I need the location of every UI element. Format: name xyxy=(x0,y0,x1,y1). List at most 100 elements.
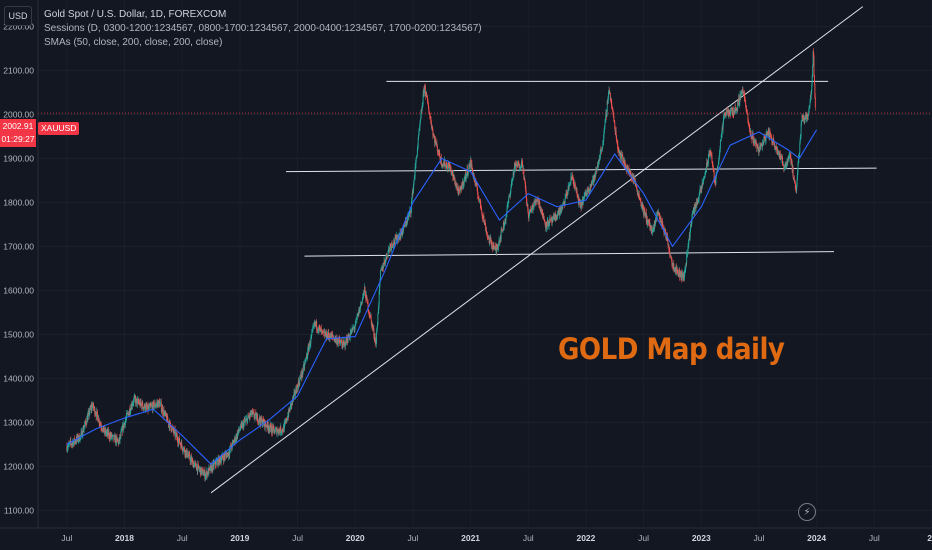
candle-body xyxy=(746,109,747,113)
candle-body xyxy=(127,412,129,414)
candle-body xyxy=(794,180,796,184)
candle-body xyxy=(769,131,771,138)
candle-body xyxy=(439,150,440,157)
candle-body xyxy=(435,139,436,144)
candle-body xyxy=(376,332,377,344)
candle-body xyxy=(526,194,527,202)
candle-body xyxy=(468,165,470,171)
candle-body xyxy=(705,171,707,173)
candle-body xyxy=(198,464,200,468)
candle-body xyxy=(199,468,200,470)
candle-body xyxy=(385,257,387,262)
y-tick-label: 1500.00 xyxy=(3,329,34,339)
chart-annotation-text[interactable]: GOLD Map daily xyxy=(558,332,785,366)
candle-body xyxy=(178,440,180,444)
candle-body xyxy=(267,425,269,430)
x-tick-label: Jul xyxy=(754,533,765,543)
candle-body xyxy=(703,178,704,182)
candle-body xyxy=(699,192,700,197)
candle-body xyxy=(187,455,189,458)
candle-body xyxy=(119,435,121,440)
candle-body xyxy=(540,207,542,211)
candle-body xyxy=(624,164,626,166)
candle-body xyxy=(177,439,179,443)
candle-body xyxy=(711,154,712,156)
currency-button[interactable]: USD xyxy=(4,6,32,26)
candle-body xyxy=(122,424,124,432)
candle-body xyxy=(467,170,469,174)
candle-body xyxy=(258,420,259,423)
candle-body xyxy=(751,134,753,140)
candle-body xyxy=(480,203,482,209)
candle-body xyxy=(193,464,195,467)
candle-body xyxy=(363,291,365,295)
candle-body xyxy=(508,196,510,203)
candle-body xyxy=(345,345,346,347)
candle-body xyxy=(687,252,688,254)
candle-body xyxy=(334,339,336,341)
candle-body xyxy=(810,91,812,96)
candle-body xyxy=(396,234,398,242)
candle-body xyxy=(483,216,485,221)
candle-body xyxy=(259,417,261,421)
candle-body xyxy=(277,429,279,433)
bar-countdown: 01:29:27 xyxy=(1,134,35,144)
candle-body xyxy=(501,229,503,231)
candle-body xyxy=(660,217,661,223)
candle-body xyxy=(221,456,223,460)
candle-body xyxy=(96,411,98,418)
candle-body xyxy=(779,152,781,159)
candle-body xyxy=(778,152,779,154)
y-tick-label: 2100.00 xyxy=(3,65,34,75)
candle-body xyxy=(116,436,117,444)
candle-body xyxy=(291,400,293,406)
candle-body xyxy=(440,157,442,165)
candle-body xyxy=(109,434,111,439)
lightning-icon[interactable]: ⚡ xyxy=(798,503,816,521)
candle-body xyxy=(776,148,778,152)
candle-body xyxy=(790,157,792,163)
candle-body xyxy=(464,177,466,179)
candle-body xyxy=(418,134,420,138)
candle-body xyxy=(216,460,218,462)
candle-body xyxy=(274,429,275,434)
candle-body xyxy=(333,338,335,341)
candle-body xyxy=(175,432,177,437)
candle-body xyxy=(648,220,650,224)
candle-body xyxy=(203,475,204,476)
candle-body xyxy=(430,119,432,125)
candle-body xyxy=(748,123,750,125)
candle-body xyxy=(360,303,362,305)
candle-body xyxy=(451,172,452,174)
symbol-tag: XAUUSD xyxy=(38,122,80,135)
candle-body xyxy=(144,404,146,411)
candle-body xyxy=(805,114,807,120)
candle-body xyxy=(197,464,199,472)
candle-body xyxy=(611,101,613,108)
candle-body xyxy=(143,407,145,408)
candle-body xyxy=(416,149,418,157)
candle-body xyxy=(436,145,438,152)
candle-body xyxy=(643,208,645,216)
candle-body xyxy=(659,212,661,217)
candle-body xyxy=(416,156,418,158)
candle-body xyxy=(691,213,693,215)
candle-body xyxy=(374,336,376,344)
candle-body xyxy=(148,405,150,409)
candle-body xyxy=(575,188,577,191)
candle-body xyxy=(531,205,533,208)
candle-body xyxy=(410,209,412,214)
candle-body xyxy=(225,453,227,455)
candle-body xyxy=(254,413,256,416)
candle-body xyxy=(480,208,482,210)
candle-body xyxy=(185,451,187,456)
candle-body xyxy=(302,371,304,375)
candle-body xyxy=(747,113,749,120)
candle-body xyxy=(212,463,214,471)
candle-body xyxy=(394,242,396,244)
candle-body xyxy=(662,221,664,227)
candle-body xyxy=(302,365,304,372)
candle-body xyxy=(254,415,256,418)
candle-body xyxy=(377,310,379,314)
